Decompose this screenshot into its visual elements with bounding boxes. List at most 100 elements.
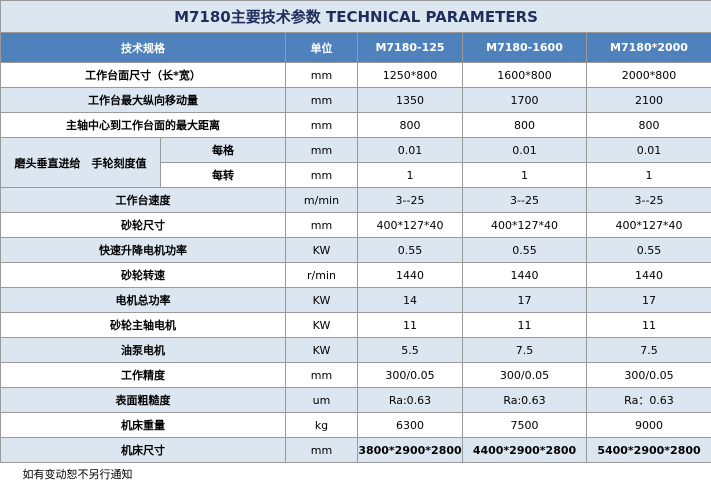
value-cell: 1 <box>357 162 463 188</box>
value-cell: 5.5 <box>357 337 463 363</box>
unit-cell: mm <box>285 137 358 163</box>
table-row: 工作精度 mm 300/0.05 300/0.05 300/0.05 <box>0 362 711 388</box>
header-cell: M7180-125 <box>357 32 463 63</box>
unit-cell: mm <box>285 437 358 463</box>
value-cell: 0.55 <box>357 237 463 263</box>
unit-cell: mm <box>285 62 358 88</box>
unit-cell: um <box>285 387 358 413</box>
table-row: 工作台速度 m/min 3--25 3--25 3--25 <box>0 187 711 213</box>
value-cell: 1350 <box>357 87 463 113</box>
value-cell: 7500 <box>462 412 587 438</box>
value-cell: 0.01 <box>462 137 587 163</box>
unit-cell: mm <box>285 87 358 113</box>
value-cell: 2000*800 <box>586 62 711 88</box>
unit-cell: KW <box>285 287 358 313</box>
value-cell: 400*127*40 <box>357 212 463 238</box>
row-label: 机床尺寸 <box>0 437 286 463</box>
value-cell: 1440 <box>357 262 463 288</box>
value-cell: 2100 <box>586 87 711 113</box>
row-label: 工作台面尺寸（长*宽） <box>0 62 286 88</box>
table-row: 机床重量 kg 6300 7500 9000 <box>0 412 711 438</box>
table-row: 磨头垂直进给 手轮刻度值 每格 mm 0.01 0.01 0.01 <box>0 137 711 188</box>
value-cell: 1 <box>462 162 587 188</box>
value-cell: 9000 <box>586 412 711 438</box>
value-cell: 3--25 <box>586 187 711 213</box>
row-label: 工作台最大纵向移动量 <box>0 87 286 113</box>
value-cell: 1 <box>586 162 711 188</box>
row-label: 油泵电机 <box>0 337 286 363</box>
value-cell: 400*127*40 <box>462 212 587 238</box>
row-label: 砂轮尺寸 <box>0 212 286 238</box>
table-row: 油泵电机 KW 5.5 7.5 7.5 <box>0 337 711 363</box>
table-row: 工作台面尺寸（长*宽） mm 1250*800 1600*800 2000*800 <box>0 62 711 88</box>
value-cell: Ra：0.63 <box>586 387 711 413</box>
title: M7180主要技术参数 TECHNICAL PARAMETERS <box>0 0 711 33</box>
value-cell: 1440 <box>462 262 587 288</box>
value-cell: 17 <box>462 287 587 313</box>
unit-cell: m/min <box>285 187 358 213</box>
header-row: 技术规格 单位 M7180-125 M7180-1600 M7180*2000 <box>0 32 711 63</box>
row-label: 表面粗糙度 <box>0 387 286 413</box>
row-label: 机床重量 <box>0 412 286 438</box>
unit-cell: r/min <box>285 262 358 288</box>
table-row: 表面粗糙度 um Ra:0.63 Ra:0.63 Ra：0.63 <box>0 387 711 413</box>
value-cell: 800 <box>357 112 463 138</box>
sub-label: 每转 <box>160 162 286 188</box>
footer-note: 如有变动恕不另行通知 <box>0 462 711 485</box>
value-cell: 0.55 <box>462 237 587 263</box>
value-cell: 5400*2900*2800 <box>586 437 711 463</box>
row-label: 快速升降电机功率 <box>0 237 286 263</box>
value-cell: 1440 <box>586 262 711 288</box>
row-label: 砂轮转速 <box>0 262 286 288</box>
unit-cell: mm <box>285 112 358 138</box>
value-cell: 3--25 <box>462 187 587 213</box>
value-cell: Ra:0.63 <box>462 387 587 413</box>
unit-cell: mm <box>285 212 358 238</box>
title-row: M7180主要技术参数 TECHNICAL PARAMETERS <box>0 0 711 33</box>
value-cell: 800 <box>462 112 587 138</box>
unit-cell: KW <box>285 237 358 263</box>
value-cell: 0.01 <box>357 137 463 163</box>
value-cell: 400*127*40 <box>586 212 711 238</box>
row-label: 主轴中心到工作台面的最大距离 <box>0 112 286 138</box>
value-cell: 300/0.05 <box>586 362 711 388</box>
value-cell: 0.01 <box>586 137 711 163</box>
unit-cell: KW <box>285 312 358 338</box>
value-cell: 6300 <box>357 412 463 438</box>
value-cell: 3--25 <box>357 187 463 213</box>
value-cell: 800 <box>586 112 711 138</box>
header-cell: M7180-1600 <box>462 32 587 63</box>
table-row: 机床尺寸 mm 3800*2900*2800 4400*2900*2800 5400*2… <box>0 437 711 463</box>
value-cell: 17 <box>586 287 711 313</box>
value-cell: 14 <box>357 287 463 313</box>
sub-label: 每格 <box>160 137 286 163</box>
value-cell: 4400*2900*2800 <box>462 437 587 463</box>
value-cell: 11 <box>586 312 711 338</box>
value-cell: 11 <box>462 312 587 338</box>
table-row: 主轴中心到工作台面的最大距离 mm 800 800 800 <box>0 112 711 138</box>
table-row: 砂轮尺寸 mm 400*127*40 400*127*40 400*127*40 <box>0 212 711 238</box>
table-row: 砂轮转速 r/min 1440 1440 1440 <box>0 262 711 288</box>
value-cell: 11 <box>357 312 463 338</box>
unit-cell: mm <box>285 162 358 188</box>
value-cell: 0.55 <box>586 237 711 263</box>
value-cell: 7.5 <box>462 337 587 363</box>
value-cell: 300/0.05 <box>357 362 463 388</box>
value-cell: 1700 <box>462 87 587 113</box>
value-cell: 7.5 <box>586 337 711 363</box>
value-cell: 3800*2900*2800 <box>357 437 463 463</box>
unit-cell: kg <box>285 412 358 438</box>
value-cell: 1600*800 <box>462 62 587 88</box>
row-label: 电机总功率 <box>0 287 286 313</box>
table-row: 工作台最大纵向移动量 mm 1350 1700 2100 <box>0 87 711 113</box>
table-row: 砂轮主轴电机 KW 11 11 11 <box>0 312 711 338</box>
unit-cell: mm <box>285 362 358 388</box>
header-cell: 单位 <box>285 32 358 63</box>
unit-cell: KW <box>285 337 358 363</box>
row-label: 砂轮主轴电机 <box>0 312 286 338</box>
value-cell: Ra:0.63 <box>357 387 463 413</box>
row-label: 工作台速度 <box>0 187 286 213</box>
value-cell: 300/0.05 <box>462 362 587 388</box>
